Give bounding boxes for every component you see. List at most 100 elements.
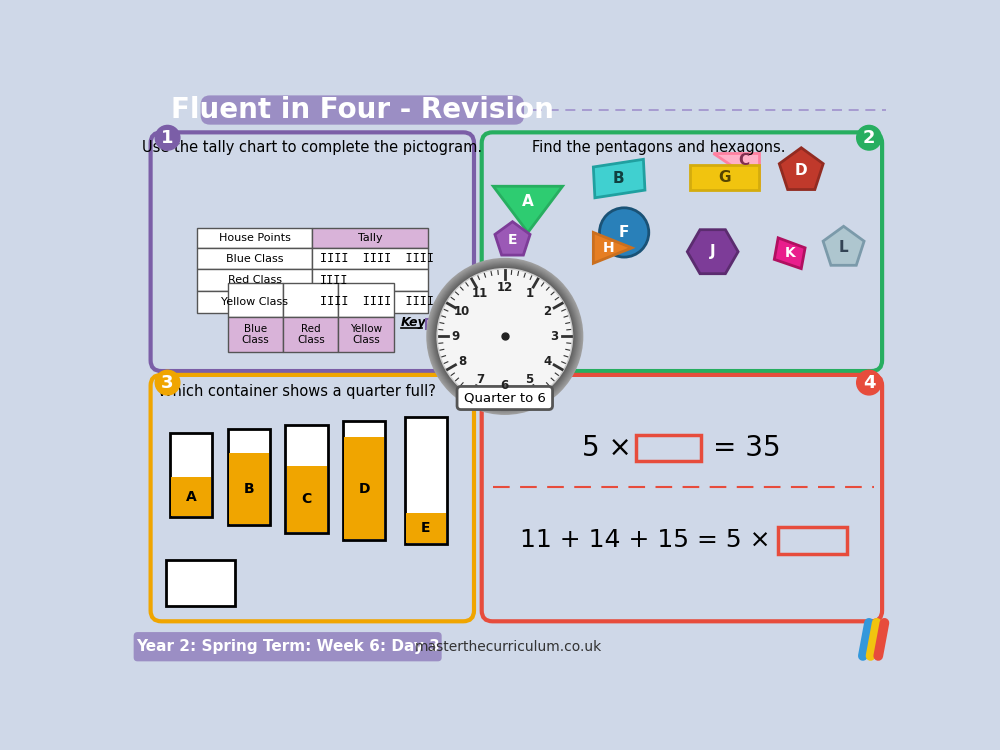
Text: 3: 3 (550, 330, 558, 343)
Circle shape (428, 260, 582, 413)
FancyBboxPatch shape (151, 375, 474, 621)
FancyBboxPatch shape (151, 132, 474, 371)
Bar (312, 248, 428, 269)
Polygon shape (779, 148, 823, 190)
Bar (283, 317, 338, 352)
Text: Which container shows a quarter full?: Which container shows a quarter full? (158, 384, 436, 399)
Polygon shape (495, 222, 530, 255)
Text: Tally: Tally (358, 232, 382, 243)
Circle shape (857, 370, 881, 395)
Bar (405, 417, 447, 544)
Circle shape (432, 263, 578, 410)
Circle shape (430, 262, 579, 411)
Bar (406, 512, 446, 543)
Text: 4: 4 (543, 355, 552, 368)
Text: 3: 3 (161, 374, 174, 392)
Text: Quarter to 6: Quarter to 6 (464, 392, 546, 404)
Bar (338, 317, 394, 352)
Text: D: D (795, 164, 808, 178)
Text: 9: 9 (451, 330, 460, 343)
Bar (344, 436, 384, 539)
Text: E: E (508, 233, 517, 248)
Bar (228, 283, 283, 317)
Circle shape (426, 258, 583, 415)
Circle shape (600, 208, 649, 257)
Polygon shape (593, 159, 645, 198)
Bar (228, 317, 283, 352)
Bar (171, 477, 211, 516)
Bar (338, 283, 394, 317)
Circle shape (436, 267, 574, 406)
Text: Blue Class: Blue Class (226, 254, 283, 264)
Text: 7: 7 (476, 373, 484, 386)
Text: E: E (421, 521, 431, 536)
Text: 11: 11 (472, 287, 488, 300)
Bar (197, 291, 312, 313)
Text: 11 + 14 + 15 = 5 ×: 11 + 14 + 15 = 5 × (520, 529, 771, 553)
Text: A: A (522, 194, 534, 209)
FancyBboxPatch shape (201, 95, 524, 124)
Text: masterthecurriculum.co.uk: masterthecurriculum.co.uk (415, 640, 602, 654)
Text: = 5: = 5 (456, 316, 479, 330)
Text: 8: 8 (458, 355, 466, 368)
Polygon shape (774, 238, 805, 268)
Text: Red
Class: Red Class (297, 324, 325, 345)
Bar (283, 283, 338, 317)
Text: C: C (301, 492, 312, 506)
Polygon shape (823, 226, 864, 266)
Bar (285, 425, 328, 532)
Circle shape (857, 125, 881, 150)
Text: Key: Key (401, 316, 426, 329)
Text: IIII: IIII (320, 274, 349, 286)
Text: 4: 4 (863, 374, 875, 392)
Text: House Points: House Points (219, 232, 290, 243)
Circle shape (155, 125, 180, 150)
FancyBboxPatch shape (482, 375, 882, 621)
Text: 6: 6 (501, 380, 509, 392)
Circle shape (435, 266, 575, 406)
Text: L: L (839, 240, 848, 255)
Text: Blue
Class: Blue Class (241, 324, 269, 345)
Circle shape (155, 370, 180, 395)
Text: C: C (738, 153, 749, 168)
Text: Yellow
Class: Yellow Class (350, 324, 382, 345)
Circle shape (436, 268, 573, 405)
Circle shape (434, 266, 576, 407)
Bar (166, 560, 235, 606)
Text: Fluent in Four - Revision: Fluent in Four - Revision (171, 96, 554, 124)
Text: = 35: = 35 (713, 434, 780, 462)
Text: IIII  IIII  IIII: IIII IIII IIII (320, 252, 434, 266)
Text: J: J (710, 244, 716, 260)
Text: B: B (613, 171, 625, 186)
Bar (312, 228, 428, 248)
Bar (228, 429, 270, 525)
Bar (197, 248, 312, 269)
Text: A: A (186, 490, 196, 504)
Polygon shape (713, 153, 759, 184)
Text: G: G (718, 170, 730, 185)
Bar (197, 228, 312, 248)
Circle shape (437, 268, 573, 404)
FancyBboxPatch shape (134, 632, 442, 662)
Bar (690, 165, 759, 190)
Text: Use the tally chart to complete the pictogram.: Use the tally chart to complete the pict… (142, 140, 482, 155)
Bar (312, 269, 428, 291)
Text: D: D (359, 482, 370, 496)
Polygon shape (593, 232, 632, 263)
Text: K: K (784, 246, 795, 260)
Text: 5 ×: 5 × (582, 434, 632, 462)
Circle shape (431, 262, 579, 410)
Text: 1: 1 (161, 129, 174, 147)
Text: Find the pentagons and hexagons.: Find the pentagons and hexagons. (532, 140, 786, 155)
Text: Yellow Class: Yellow Class (221, 297, 288, 307)
Bar (426, 319, 453, 328)
Polygon shape (493, 186, 563, 232)
FancyBboxPatch shape (457, 386, 553, 410)
Text: B: B (243, 482, 254, 496)
Text: Red Class: Red Class (228, 275, 282, 285)
Circle shape (429, 260, 581, 413)
Bar (229, 453, 269, 524)
Bar (170, 433, 212, 517)
Text: IIII  IIII  IIII  IIII: IIII IIII IIII IIII (320, 296, 477, 308)
Text: 10: 10 (454, 305, 470, 318)
